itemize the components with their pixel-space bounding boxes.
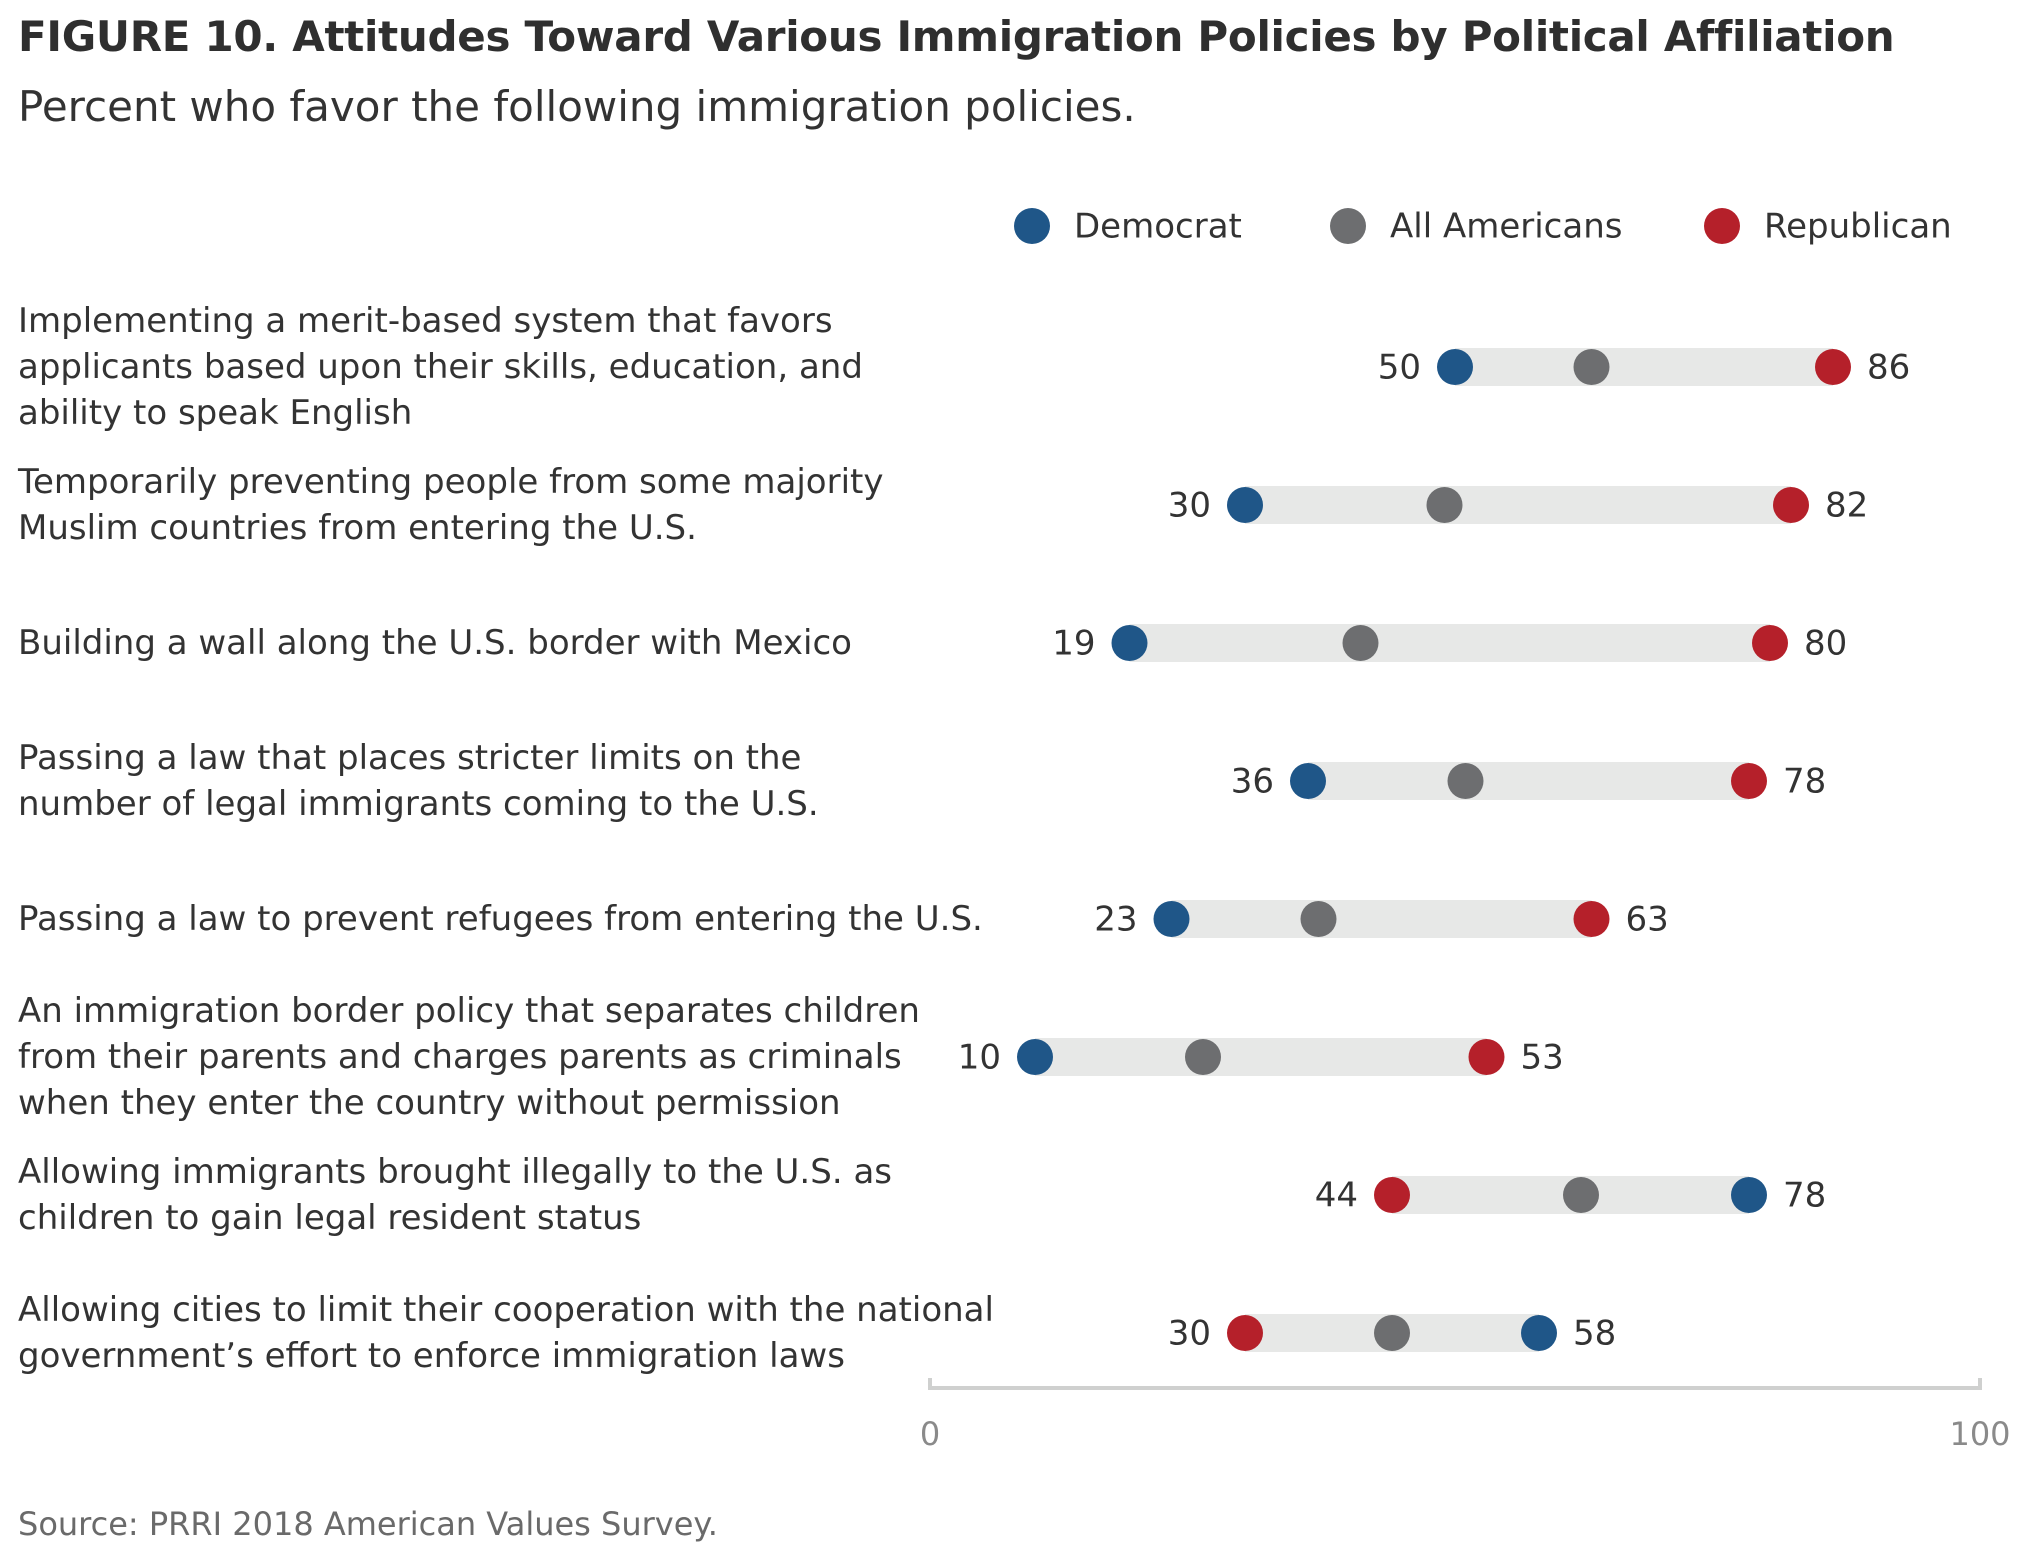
- value-label-democrat: 30: [1168, 486, 1211, 526]
- category-label-line: ability to speak English: [18, 393, 413, 433]
- dot-republican: [1752, 625, 1788, 661]
- legend-marker-all: [1330, 208, 1366, 244]
- x-tick-label: 0: [920, 1415, 940, 1453]
- dot-all-americans: [1300, 901, 1337, 937]
- value-label-republican: 63: [1626, 900, 1669, 940]
- category-label: Passing a law that places stricter limit…: [18, 735, 819, 827]
- dot-all-americans: [1374, 1315, 1410, 1351]
- category-label-line: children to gain legal resident status: [18, 1198, 642, 1238]
- dot-all-americans: [1185, 1039, 1221, 1075]
- category-label: Passing a law to prevent refugees from e…: [18, 896, 983, 942]
- value-label-republican: 80: [1804, 624, 1847, 664]
- value-label-republican: 53: [1521, 1038, 1564, 1078]
- dot-democrat: [1731, 1177, 1767, 1213]
- category-label: Building a wall along the U.S. border wi…: [18, 620, 852, 666]
- legend-label-republican: Republican: [1764, 207, 1952, 247]
- legend-marker-republican: [1704, 208, 1740, 244]
- value-label-democrat: 19: [1052, 624, 1095, 664]
- dot-republican: [1227, 1315, 1263, 1351]
- dot-democrat: [1153, 901, 1190, 937]
- category-label-line: Building a wall along the U.S. border wi…: [18, 623, 852, 663]
- category-label: Allowing cities to limit their cooperati…: [18, 1287, 994, 1379]
- dot-republican: [1815, 349, 1851, 385]
- chart-title: FIGURE 10. Attitudes Toward Various Immi…: [18, 12, 1895, 61]
- value-label-democrat: 10: [958, 1038, 1001, 1078]
- dot-democrat: [1437, 349, 1473, 385]
- dot-republican: [1573, 901, 1610, 937]
- dot-democrat: [1111, 625, 1148, 661]
- legend-label-democrat: Democrat: [1074, 207, 1242, 247]
- category-label: An immigration border policy that separa…: [18, 988, 920, 1126]
- category-label-line: An immigration border policy that separa…: [18, 991, 920, 1031]
- dot-democrat: [1017, 1039, 1053, 1075]
- category-label-line: government’s effort to enforce immigrati…: [18, 1336, 845, 1376]
- category-label-line: Passing a law to prevent refugees from e…: [18, 899, 983, 939]
- dot-all-americans: [1447, 763, 1484, 799]
- range-bar: [1129, 624, 1770, 662]
- dot-all-americans: [1573, 349, 1610, 385]
- dot-democrat: [1290, 763, 1326, 799]
- dot-republican: [1773, 487, 1809, 523]
- dot-democrat: [1521, 1315, 1557, 1351]
- value-label-democrat: 58: [1573, 1314, 1616, 1354]
- value-label-democrat: 36: [1231, 762, 1274, 802]
- dot-all-americans: [1563, 1177, 1599, 1213]
- category-label-line: Temporarily preventing people from some …: [18, 462, 884, 502]
- dot-democrat: [1227, 487, 1263, 523]
- category-label-line: applicants based upon their skills, educ…: [18, 347, 863, 387]
- value-label-democrat: 78: [1783, 1176, 1826, 1216]
- value-label-republican: 86: [1867, 348, 1910, 388]
- chart-subtitle: Percent who favor the following immigrat…: [18, 82, 1136, 131]
- range-bar: [1245, 486, 1791, 524]
- category-label-line: number of legal immigrants coming to the…: [18, 784, 819, 824]
- category-label-line: Allowing cities to limit their cooperati…: [18, 1290, 994, 1330]
- category-label-line: Passing a law that places stricter limit…: [18, 738, 802, 778]
- value-label-republican: 82: [1825, 486, 1868, 526]
- category-label-line: Muslim countries from entering the U.S.: [18, 508, 697, 548]
- dot-republican: [1468, 1039, 1505, 1075]
- value-label-republican: 30: [1168, 1314, 1211, 1354]
- value-label-democrat: 23: [1094, 900, 1137, 940]
- legend-marker-democrat: [1014, 208, 1050, 244]
- range-bar: [1455, 348, 1833, 386]
- category-label-line: from their parents and charges parents a…: [18, 1037, 902, 1077]
- dot-all-americans: [1426, 487, 1463, 523]
- dot-republican: [1374, 1177, 1410, 1213]
- category-label: Allowing immigrants brought illegally to…: [18, 1149, 892, 1241]
- dot-republican: [1731, 763, 1767, 799]
- range-bar: [1308, 762, 1749, 800]
- value-label-democrat: 50: [1378, 348, 1421, 388]
- category-label: Temporarily preventing people from some …: [18, 459, 884, 551]
- value-label-republican: 44: [1315, 1176, 1358, 1216]
- legend-label-all: All Americans: [1390, 207, 1622, 247]
- source-note: Source: PRRI 2018 American Values Survey…: [18, 1505, 718, 1543]
- x-tick-label: 100: [1949, 1415, 2010, 1453]
- category-label-line: when they enter the country without perm…: [18, 1083, 841, 1123]
- dot-all-americans: [1342, 625, 1379, 661]
- range-bar: [1171, 900, 1592, 938]
- category-label: Implementing a merit-based system that f…: [18, 298, 863, 436]
- range-bar: [1035, 1038, 1487, 1076]
- category-label-line: Allowing immigrants brought illegally to…: [18, 1152, 892, 1192]
- value-label-republican: 78: [1783, 762, 1826, 802]
- category-label-line: Implementing a merit-based system that f…: [18, 301, 833, 341]
